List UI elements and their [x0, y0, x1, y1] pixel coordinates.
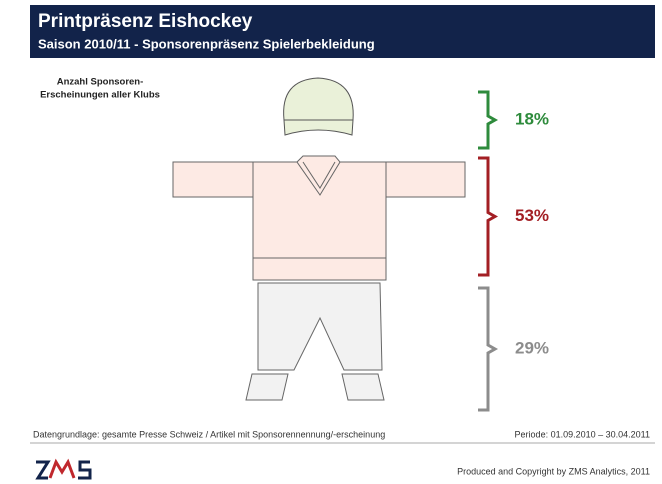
value-label: 53% [515, 206, 549, 225]
pants [245, 282, 385, 401]
period: Periode: 01.09.2010 – 30.04.2011 [515, 429, 650, 439]
title: Printpräsenz Eishockey [38, 11, 253, 32]
value-label: 29% [515, 338, 549, 357]
subtitle: Saison 2010/11 - Sponsorenpräsenz Spiele… [38, 36, 375, 51]
header-bar [30, 5, 655, 58]
logo [35, 458, 92, 480]
jersey [172, 155, 466, 281]
label-line: Erscheinungen aller Klubs [40, 90, 160, 101]
value-label: 18% [515, 109, 549, 128]
copyright: Produced and Copyright by ZMS Analytics,… [457, 466, 650, 476]
bracket [478, 286, 499, 412]
helmet [283, 77, 354, 136]
bracket [478, 156, 499, 277]
source: Datengrundlage: gesamte Presse Schweiz /… [33, 429, 385, 439]
label-line: Anzahl Sponsoren- [57, 77, 144, 88]
bracket [478, 90, 499, 150]
